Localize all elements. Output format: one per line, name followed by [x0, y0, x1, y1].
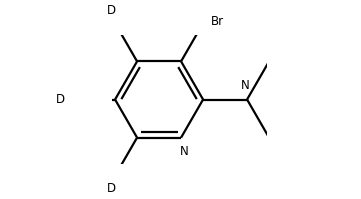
Text: N: N	[180, 145, 189, 158]
Text: D: D	[106, 182, 116, 195]
Text: D: D	[56, 93, 65, 106]
Text: D: D	[106, 4, 116, 17]
Text: Br: Br	[210, 16, 223, 28]
Text: N: N	[242, 79, 250, 92]
